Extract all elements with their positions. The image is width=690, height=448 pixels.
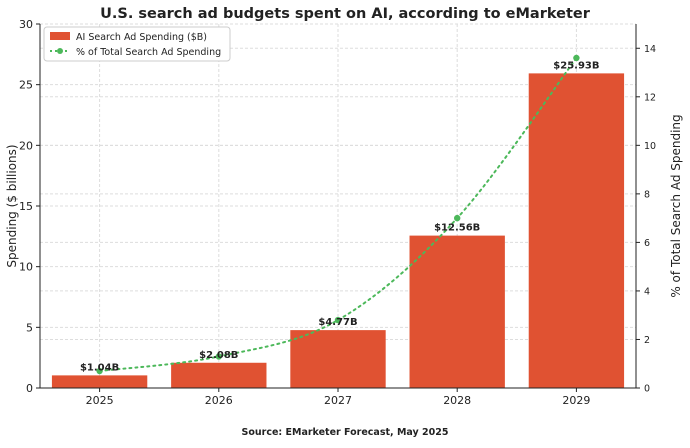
y2-tick-label: 8 [644, 189, 650, 200]
legend-frame [43, 26, 231, 62]
percent-line [96, 54, 580, 375]
y2-tick-label: 4 [644, 286, 650, 297]
percent-point-2025 [96, 367, 103, 375]
y-tick-label: 0 [26, 382, 33, 395]
percent-point-2027 [334, 316, 342, 324]
y2-tick-label: 0 [644, 384, 650, 395]
bar-2028 [409, 235, 505, 388]
y2-tick-label: 12 [644, 92, 656, 103]
legend: AI Search Ad Spending ($B) % of Total Se… [43, 26, 231, 62]
y2-tick-label: 10 [644, 141, 656, 152]
x-tick-label: 2026 [205, 394, 233, 407]
percent-point-2026 [215, 353, 222, 360]
legend-line-label: % of Total Search Ad Spending [76, 47, 221, 58]
y2-tick-label: 6 [644, 238, 650, 249]
bar-2025 [51, 375, 148, 388]
bar-value-label: $1.04B [80, 362, 119, 373]
x-tick-label: 2029 [562, 394, 590, 407]
percent-line-path [98, 56, 578, 373]
y2-tick-label: 2 [644, 335, 650, 346]
bar-2026 [171, 362, 267, 388]
bar-2029 [528, 73, 625, 389]
y2-axis-label: % of Total Search Ad Spending [669, 114, 683, 297]
bar-value-label: $12.56B [434, 223, 480, 234]
bar-value-label: $4.77B [318, 317, 357, 328]
y-tick-label: 30 [19, 18, 33, 31]
percent-point-2029 [573, 54, 580, 62]
y-tick-label: 20 [19, 139, 33, 152]
x-tick-label: 2027 [324, 394, 352, 407]
y-tick-label: 15 [19, 200, 33, 213]
bar-value-label: $25.93B [553, 60, 599, 71]
source-note: Source: EMarketer Forecast, May 2025 [242, 427, 449, 438]
y-tick-label: 25 [19, 79, 33, 92]
legend-bar-swatch [50, 32, 70, 40]
legend-bar-label: AI Search Ad Spending ($B) [76, 32, 207, 43]
y2-tick-label: 14 [644, 44, 656, 55]
bar-2027 [290, 330, 386, 388]
bars [51, 73, 625, 389]
x-tick-label: 2025 [86, 394, 114, 407]
x-tick-label: 2028 [443, 394, 471, 407]
chart-title: U.S. search ad budgets spent on AI, acco… [100, 6, 591, 22]
legend-line-marker [57, 48, 63, 54]
data-labels: $1.04B $2.08B $4.77B $12.56B $25.93B [80, 60, 600, 373]
bar-value-label: $2.08B [199, 350, 238, 361]
y-tick-label: 10 [19, 261, 33, 274]
percent-point-2028 [454, 214, 461, 222]
y-axis-label: Spending ($ billions) [5, 144, 19, 267]
y-tick-label: 5 [26, 321, 33, 334]
